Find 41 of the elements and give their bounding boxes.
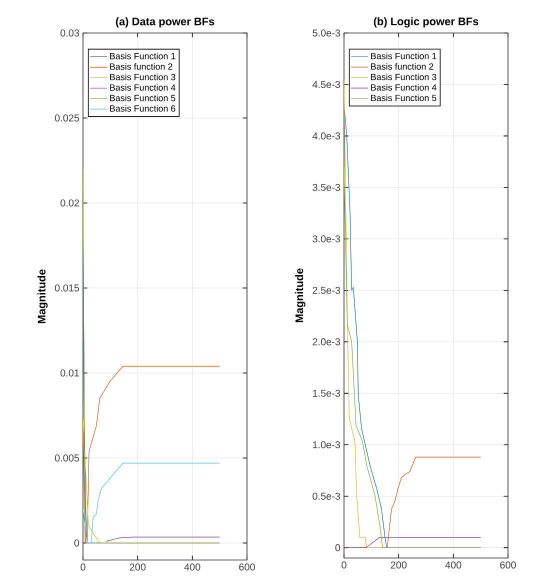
legend-label: Basis function 2: [110, 63, 172, 70]
x-tick-label: 200: [390, 562, 407, 569]
y-tick-label: 0.005: [54, 454, 80, 462]
legend-label: Basis Function 5: [371, 94, 436, 102]
legend-label: Basis function 2: [371, 63, 434, 70]
legend-label: Basis Function 1: [110, 52, 176, 60]
y-tick-label: 0.03: [60, 29, 80, 37]
y-tick-label: 5.0e-3: [312, 29, 340, 37]
y-tick-label: 1.0e-3: [312, 441, 340, 448]
x-tick-label: 600: [500, 562, 516, 569]
legend-label: Basis Function 1: [371, 52, 436, 60]
y-tick-label: 3.5e-3: [312, 184, 340, 191]
legend-label: Basis Function 3: [371, 74, 436, 80]
y-axis-title: Magnitude: [37, 269, 48, 324]
y-tick-label: 2.5e-3: [312, 286, 340, 294]
y-tick-label: 0: [335, 544, 340, 552]
x-tick-label: 400: [184, 564, 200, 571]
legend-label: Basis Function 5: [110, 94, 176, 102]
y-axis-title: Magnitude: [295, 268, 306, 322]
legend-label: Basis Function 4: [371, 84, 436, 91]
y-tick-label: 4.5e-3: [312, 80, 340, 88]
y-tick-label: 2.0e-3: [312, 338, 340, 346]
x-tick-label: 600: [239, 564, 255, 571]
x-tick-label: 0: [342, 562, 346, 569]
x-tick-label: 0: [80, 564, 86, 571]
chart-title: (b) Logic power BFs: [374, 17, 478, 28]
y-tick-label: 0.5e-3: [312, 492, 340, 500]
chart-title: (a) Data power BFs: [116, 17, 214, 28]
y-tick-label: 0: [74, 539, 80, 547]
y-tick-label: 1.5e-3: [312, 390, 340, 397]
legend-label: Basis Function 6: [110, 105, 176, 112]
legend-label: Basis Function 4: [110, 84, 176, 91]
y-tick-label: 0.02: [60, 199, 79, 207]
legend-label: Basis Function 3: [110, 74, 176, 80]
y-tick-label: 4.0e-3: [312, 132, 340, 140]
y-tick-label: 0.015: [54, 284, 80, 292]
x-tick-label: 200: [130, 564, 146, 571]
y-tick-label: 0.025: [54, 114, 80, 122]
y-tick-label: 0.01: [60, 369, 79, 377]
y-tick-label: 3.0e-3: [312, 235, 340, 242]
x-tick-label: 400: [445, 562, 462, 569]
